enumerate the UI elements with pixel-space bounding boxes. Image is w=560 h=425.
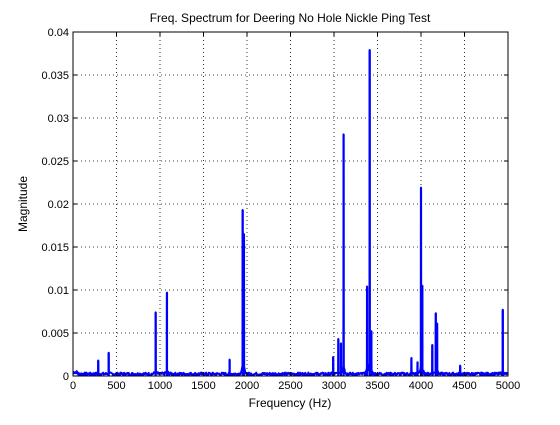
tick-labels: 0 500 1000 1500 2000 2500 3000 3500 4000 4500 5000… bbox=[41, 27, 520, 392]
x-tick-label: 4500 bbox=[452, 380, 476, 392]
x-tick-label: 4000 bbox=[409, 380, 433, 392]
y-tick-label: 0.035 bbox=[41, 70, 69, 82]
y-tick-label: 0.01 bbox=[48, 285, 69, 297]
x-axis-label: Frequency (Hz) bbox=[249, 396, 332, 410]
y-tick-label: 0.025 bbox=[41, 156, 69, 168]
x-tick-label: 1000 bbox=[148, 380, 172, 392]
y-tick-label: 0.005 bbox=[41, 328, 69, 340]
y-tick-label: 0.04 bbox=[48, 27, 69, 39]
x-tick-label: 500 bbox=[107, 380, 125, 392]
x-tick-label: 5000 bbox=[496, 380, 520, 392]
x-tick-label: 0 bbox=[70, 380, 76, 392]
x-tick-label: 3500 bbox=[365, 380, 389, 392]
series-layer bbox=[72, 49, 509, 377]
x-tick-label: 2000 bbox=[235, 380, 259, 392]
x-tick-label: 1500 bbox=[191, 380, 215, 392]
y-tick-label: 0.02 bbox=[48, 199, 69, 211]
y-tick-label: 0 bbox=[63, 371, 69, 383]
ticks bbox=[72, 31, 509, 377]
chart-title: Freq. Spectrum for Deering No Hole Nickl… bbox=[150, 11, 431, 25]
y-axis-label: Magnitude bbox=[16, 176, 30, 232]
y-tick-label: 0.03 bbox=[48, 113, 69, 125]
y-tick-label: 0.015 bbox=[41, 242, 69, 254]
x-tick-label: 3000 bbox=[322, 380, 346, 392]
x-tick-label: 2500 bbox=[278, 380, 302, 392]
